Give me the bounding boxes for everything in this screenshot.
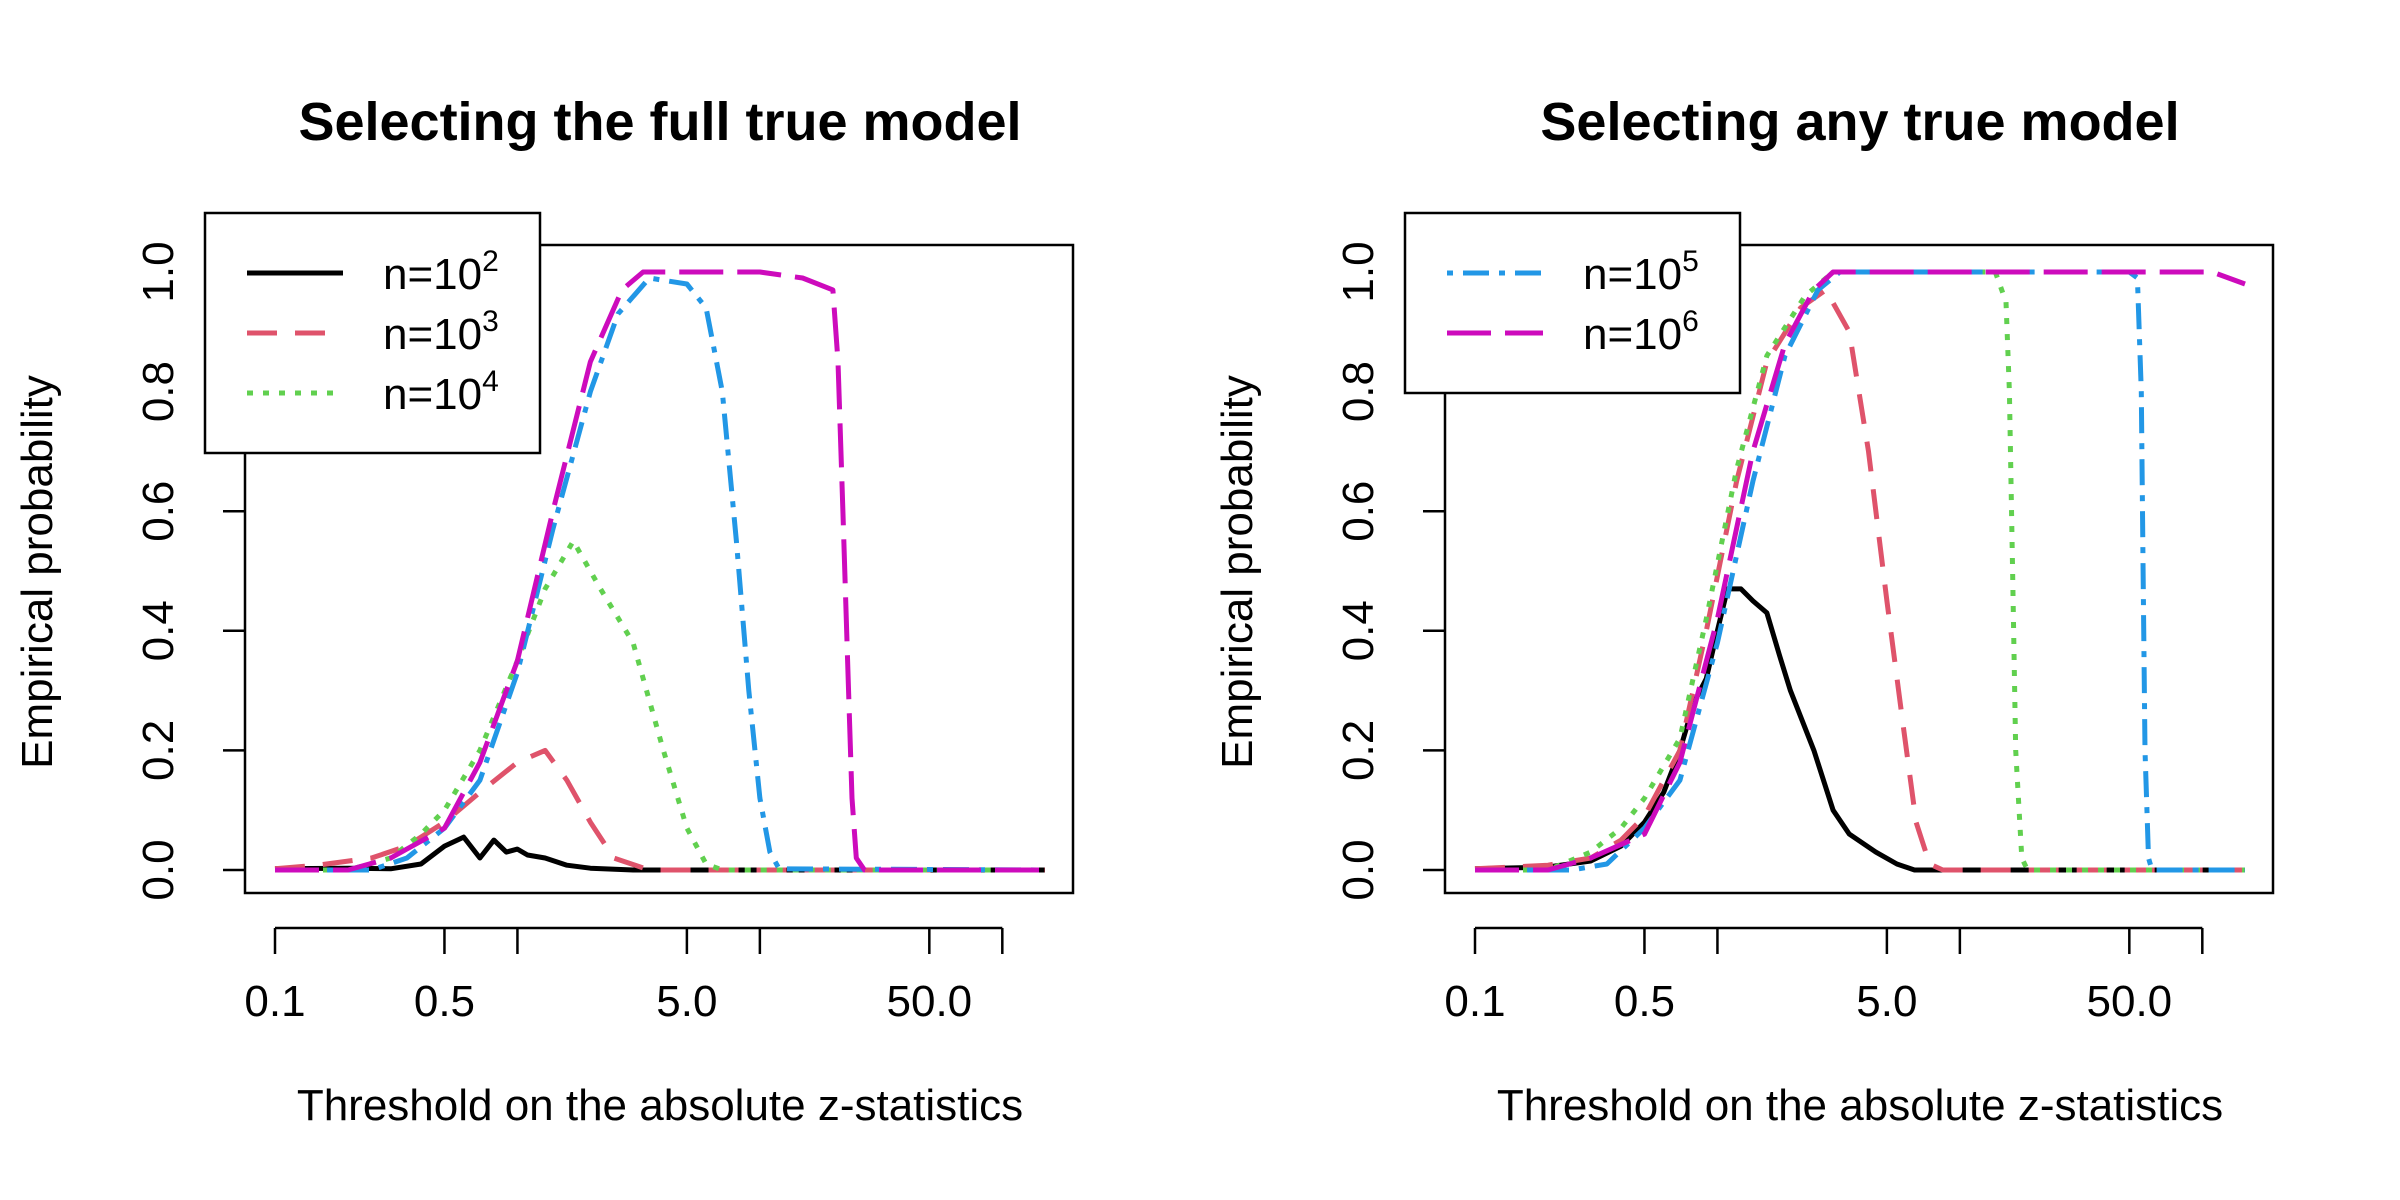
x-tick-label: 5.0 xyxy=(1856,977,1917,1026)
legend: n=102 n=103 n=104 xyxy=(203,211,542,455)
chart-title: Selecting any true model xyxy=(1540,92,2179,152)
y-tick-label: 0.0 xyxy=(134,839,183,900)
y-tick-label: 0.8 xyxy=(134,361,183,422)
series-line-n=10-3 xyxy=(274,747,1045,873)
y-axis-label: Empirical probability xyxy=(13,375,62,769)
legend-label: n=106 xyxy=(1583,305,1699,359)
y-tick-label: 0.2 xyxy=(1334,720,1383,781)
legend-label: n=102 xyxy=(383,245,499,299)
y-tick-label: 0.8 xyxy=(1334,361,1383,422)
x-tick-label: 0.5 xyxy=(1614,977,1675,1026)
series-line-n=10-2 xyxy=(274,834,1045,873)
x-tick-label: 5.0 xyxy=(656,977,717,1026)
x-tick-label: 50.0 xyxy=(2087,977,2173,1026)
legend: n=105 n=106 xyxy=(1403,211,1742,395)
axes-layer: 0.1 0.5 5.0 50.0 0.0 0.2 0.4 0.6 0.8 1.0 xyxy=(134,241,1004,1026)
series-line-n=10-5 xyxy=(1475,269,2245,873)
x-tick-label: 0.1 xyxy=(244,977,305,1026)
series-line-n=10-4 xyxy=(1475,269,2245,873)
series-layer xyxy=(274,269,1046,873)
y-tick-label: 0.6 xyxy=(134,481,183,542)
x-axis-label: Threshold on the absolute z-statistics xyxy=(297,1081,1023,1130)
legend-label: n=105 xyxy=(1583,245,1699,299)
plot-frame xyxy=(243,243,1075,895)
legend-box xyxy=(1403,211,1742,395)
series-line-n=10-6 xyxy=(1475,269,2246,873)
series-line-n=10-3 xyxy=(1474,287,2245,873)
plot-frame xyxy=(1443,243,2275,895)
x-tick-label: 50.0 xyxy=(887,977,973,1026)
panel-full-true-model: Selecting the full true model Threshold … xyxy=(13,92,1075,1130)
x-tick-label: 0.5 xyxy=(414,977,475,1026)
series-line-n=10-4 xyxy=(275,538,1045,873)
x-axis-label: Threshold on the absolute z-statistics xyxy=(1497,1081,2223,1130)
legend-label: n=103 xyxy=(383,305,499,359)
series-line-n=10-2 xyxy=(1474,586,2245,873)
y-tick-label: 0.2 xyxy=(134,720,183,781)
y-tick-label: 0.4 xyxy=(134,600,183,661)
y-tick-label: 0.6 xyxy=(1334,481,1383,542)
y-tick-label: 1.0 xyxy=(134,241,183,302)
y-tick-label: 0.4 xyxy=(1334,600,1383,661)
panel-any-true-model: Selecting any true model Threshold on th… xyxy=(1213,92,2275,1130)
y-axis-label: Empirical probability xyxy=(1213,375,1262,769)
series-line-n=10-6 xyxy=(275,269,1045,873)
y-tick-label: 1.0 xyxy=(1334,241,1383,302)
axes-layer: 0.1 0.5 5.0 50.0 0.0 0.2 0.4 0.6 0.8 1.0 xyxy=(1334,241,2204,1026)
y-tick-label: 0.0 xyxy=(1334,839,1383,900)
legend-label: n=104 xyxy=(383,365,499,419)
x-tick-label: 0.1 xyxy=(1444,977,1505,1026)
chart-title: Selecting the full true model xyxy=(298,92,1021,152)
series-layer xyxy=(1474,269,2246,873)
